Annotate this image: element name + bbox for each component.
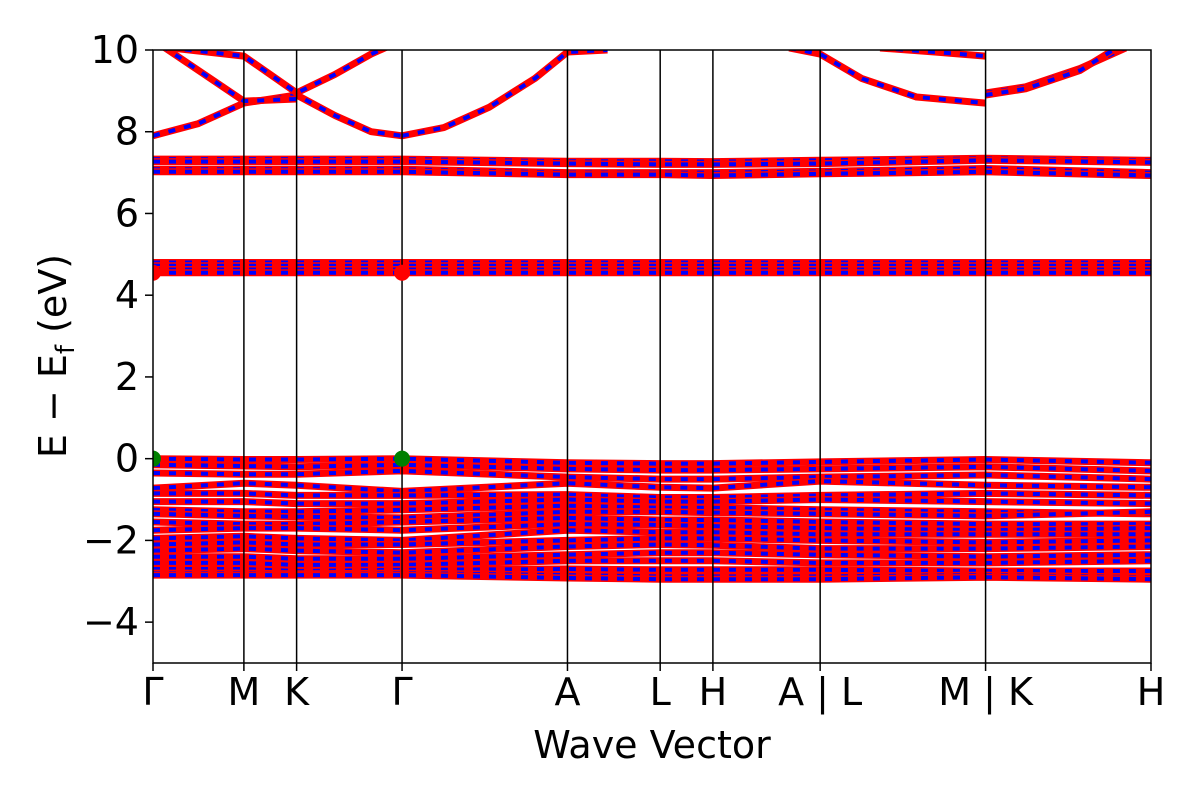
high-symmetry-lines bbox=[243, 50, 987, 663]
band-line-down bbox=[153, 491, 1151, 500]
band-line-down bbox=[153, 479, 1151, 494]
x-axis-label: Wave Vector bbox=[533, 723, 771, 767]
band-line-down bbox=[164, 50, 297, 104]
band-line-down bbox=[153, 509, 1151, 520]
band-line-down bbox=[153, 542, 1151, 555]
y-tick-label: 10 bbox=[91, 28, 139, 72]
x-tick-label: M bbox=[227, 670, 260, 714]
y-axis-label-subscript: f bbox=[51, 344, 81, 354]
y-tick-label: 4 bbox=[115, 273, 139, 317]
plot-frame bbox=[152, 49, 1152, 664]
y-tick-label: 8 bbox=[115, 110, 139, 154]
band-line-down bbox=[153, 456, 1151, 466]
y-axis-label: E − Ef (eV) bbox=[31, 254, 81, 458]
band-line-down bbox=[153, 497, 1151, 506]
x-tick-label: A | L bbox=[778, 670, 862, 715]
band-line-down bbox=[880, 50, 986, 59]
band-line-down bbox=[153, 468, 1151, 482]
band-lines bbox=[153, 50, 1151, 583]
y-tick-label: 0 bbox=[115, 437, 139, 481]
cbm-marker bbox=[153, 264, 161, 281]
band-line-down bbox=[153, 573, 1151, 582]
band-line-down bbox=[153, 558, 1151, 567]
y-tick-label: 2 bbox=[115, 355, 139, 399]
x-tick-label: H bbox=[1137, 670, 1166, 714]
y-tick-label: 6 bbox=[115, 191, 139, 235]
x-tick-label: M | K bbox=[938, 670, 1034, 715]
band-line-down bbox=[153, 522, 1151, 533]
x-tick-label: Γ bbox=[391, 670, 412, 714]
x-tick-label: Γ bbox=[142, 670, 163, 714]
band-line-down bbox=[153, 536, 1151, 547]
y-tick-label: −2 bbox=[83, 518, 139, 562]
band-line-down bbox=[153, 169, 1151, 178]
y-tick-label: −4 bbox=[83, 600, 139, 644]
x-tick-label: L bbox=[650, 670, 671, 714]
cbm-marker bbox=[394, 264, 411, 281]
band-line-down bbox=[401, 50, 608, 138]
x-tick-label: K bbox=[284, 670, 310, 714]
y-axis-label-unit: (eV) bbox=[31, 254, 75, 345]
y-axis-ticks: −4 −2 0 2 4 6 8 10 bbox=[83, 28, 153, 644]
band-line-down bbox=[153, 462, 1151, 473]
band-edge-markers bbox=[153, 264, 411, 467]
vbm-marker bbox=[153, 450, 161, 467]
band-line-down bbox=[153, 503, 1151, 516]
band-line-down bbox=[153, 158, 1151, 167]
x-tick-label: H bbox=[699, 670, 728, 714]
band-line-down bbox=[153, 528, 1151, 543]
band-line-down bbox=[153, 515, 1151, 527]
y-axis-label-main: E − E bbox=[31, 354, 75, 458]
band-line-down bbox=[789, 50, 986, 106]
x-tick-label: A bbox=[554, 670, 580, 714]
band-line-down bbox=[153, 550, 1151, 561]
vbm-marker bbox=[394, 450, 411, 467]
band-line-down bbox=[985, 50, 1118, 97]
